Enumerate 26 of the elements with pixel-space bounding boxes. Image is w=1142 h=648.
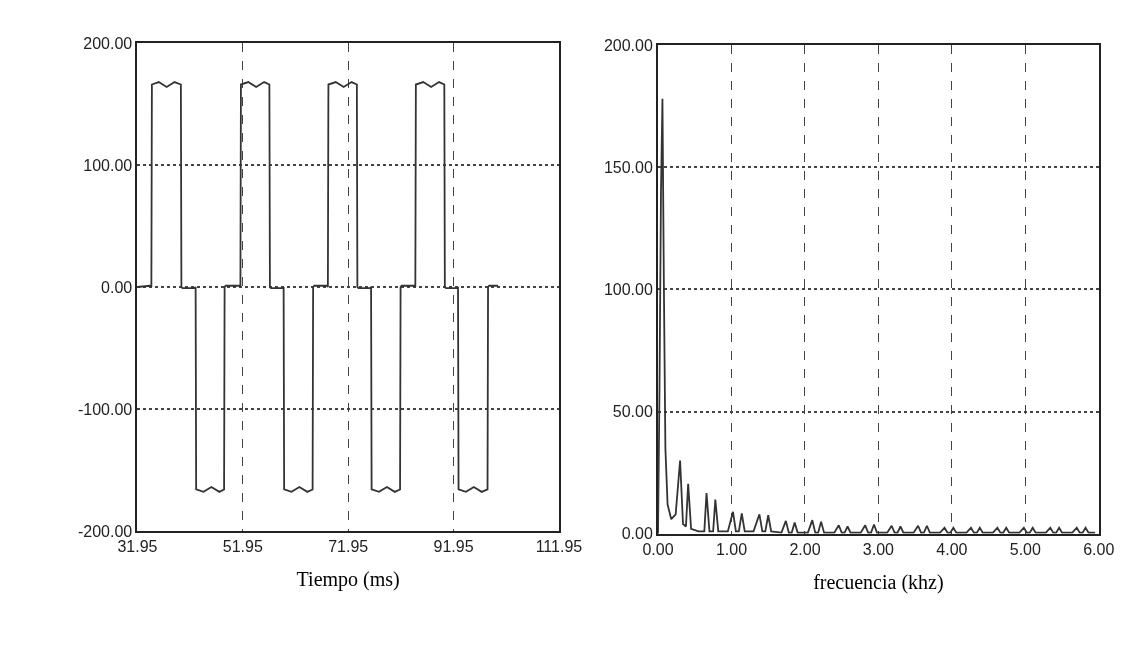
y-tick-label: 0.00 [101, 278, 133, 296]
y-tick-label: -200.00 [77, 522, 133, 540]
x-axis-title: Tiempo (ms) [296, 568, 400, 592]
x-axis-title: frecuencia (khz) [813, 571, 944, 595]
x-tick-label: 3.00 [862, 541, 895, 559]
x-tick-label: 1.00 [715, 541, 748, 559]
x-tick-label: 111.95 [535, 538, 583, 556]
x-tick-label: 31.95 [117, 538, 158, 556]
x-tick-label: 51.95 [222, 538, 263, 556]
y-tick-label: 200.00 [83, 34, 133, 52]
line-series [658, 97, 1097, 534]
y-tick-label: 0.00 [621, 525, 653, 543]
y-tick-label: 100.00 [83, 156, 133, 174]
y-tick-label: 150.00 [603, 158, 653, 176]
x-tick-label: 0.00 [642, 541, 674, 559]
x-tick-label: 4.00 [936, 541, 968, 559]
x-tick-label: 71.95 [328, 538, 369, 556]
x-tick-label: 91.95 [433, 538, 474, 556]
line-series [137, 81, 499, 493]
x-tick-label: 6.00 [1083, 541, 1115, 559]
y-tick-label: -100.00 [77, 400, 133, 418]
y-tick-label: 50.00 [612, 403, 653, 421]
y-tick-label: 100.00 [603, 281, 653, 299]
x-tick-label: 2.00 [789, 541, 821, 559]
y-tick-label: 200.00 [603, 36, 653, 54]
x-tick-label: 5.00 [1009, 541, 1042, 559]
